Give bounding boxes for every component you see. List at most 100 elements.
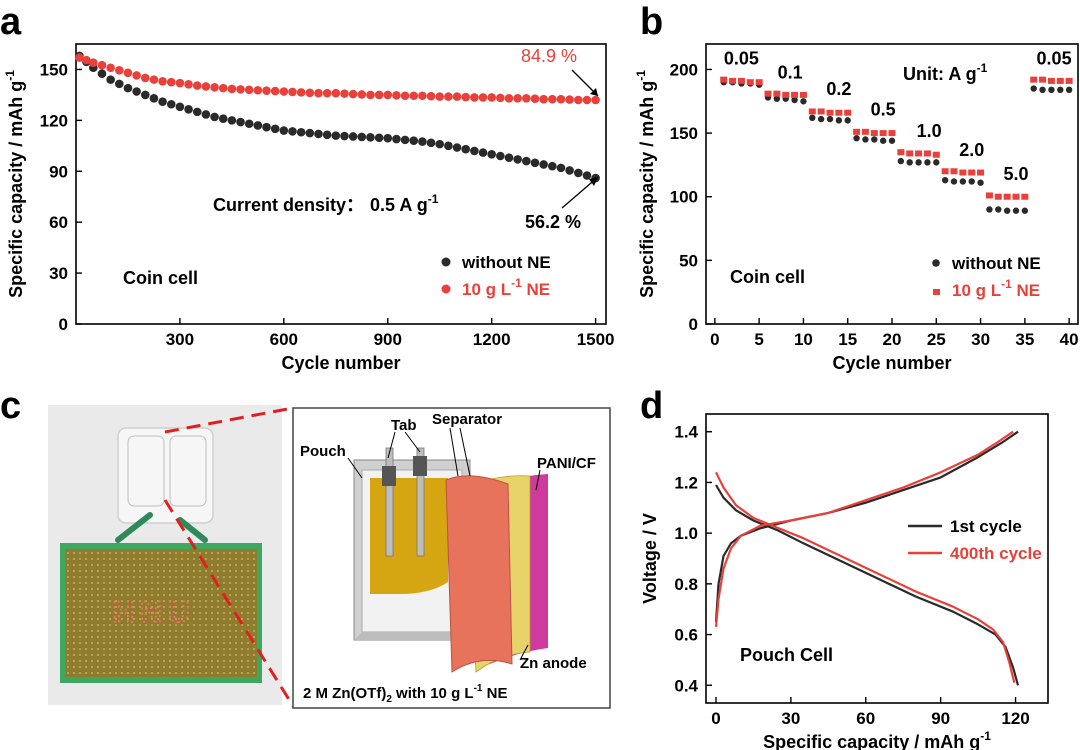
legend-label: 10 g L-1 NE (462, 276, 550, 299)
arrowhead-red (590, 88, 598, 96)
series-400th-discharge (715, 471, 1016, 683)
data-point-black (97, 69, 107, 78)
data-point-black (253, 121, 263, 130)
data-point-black (1065, 86, 1073, 94)
data-point-black (452, 143, 462, 152)
data-point-black (279, 126, 289, 135)
y-tick-label: 30 (49, 264, 68, 283)
data-point-black (879, 137, 887, 144)
data-point-black (132, 87, 141, 96)
data-point-red (175, 78, 185, 88)
data-point-red (227, 84, 237, 94)
data-point-red (149, 75, 159, 84)
data-point-black (262, 122, 271, 132)
y-tick-label: 150 (40, 60, 68, 79)
data-point-black (933, 159, 940, 166)
data-point-black (888, 137, 896, 144)
data-point-black (106, 75, 115, 84)
data-point-red (75, 53, 84, 62)
data-point-black (357, 132, 367, 142)
data-point-red (270, 86, 280, 96)
data-point-red (1047, 77, 1055, 84)
photo-pcb-holes (67, 552, 255, 674)
data-point-red (817, 108, 825, 115)
data-point-black (809, 114, 816, 122)
y-tick-label: 100 (670, 188, 698, 207)
rate-label: 0.1 (778, 62, 803, 82)
data-point-red (746, 79, 754, 86)
data-point-black (218, 114, 228, 123)
photo-wire-right (177, 517, 208, 543)
data-point-red (357, 90, 367, 99)
data-point-red (835, 109, 843, 116)
data-point-red (530, 94, 540, 104)
rate-label: 0.05 (724, 48, 759, 68)
data-point-black (959, 178, 967, 185)
x-tick-label: 120 (1001, 709, 1029, 728)
y-tick-label: 0 (689, 315, 698, 334)
data-point-red (392, 91, 401, 100)
data-point-black (522, 156, 531, 166)
y-axis-label: Voltage / V (640, 513, 660, 604)
pouch-cell-label: Pouch Cell (740, 645, 833, 665)
data-point-black (556, 163, 566, 173)
data-point-black (1030, 85, 1037, 92)
data-point-red (861, 128, 869, 135)
rate-label: 0.2 (826, 79, 851, 99)
x-tick-label: 300 (166, 330, 194, 349)
photo-pcb-board (60, 543, 262, 683)
current-density-label: Current density： 0.5 A g-1 (213, 192, 439, 215)
data-point-red (132, 71, 141, 80)
data-point-black (227, 116, 237, 125)
data-point-black (374, 133, 384, 143)
data-point-red (314, 88, 323, 98)
data-point-red (496, 93, 505, 103)
data-point-black (1003, 207, 1011, 214)
x-tick-label: 90 (931, 709, 950, 728)
data-point-red (923, 150, 931, 157)
x-tick-label: 30 (781, 709, 800, 728)
y-tick-label: 0.4 (674, 676, 698, 695)
data-point-red (1056, 77, 1064, 84)
data-point-red (941, 168, 949, 175)
chart-d: 0 30 60 90 120 0.4 0.6 0.8 1.0 1.2 1.4 Specific cap… (640, 413, 1049, 750)
data-point-black (513, 155, 522, 164)
data-point-black (539, 160, 548, 169)
data-point-black (348, 132, 358, 141)
rate-label: 0.05 (1037, 48, 1072, 68)
label-zn-anode: Zn anode (520, 655, 587, 672)
data-point-black (1048, 86, 1055, 94)
x-tick-label: 1200 (473, 330, 511, 349)
data-point-black (149, 94, 159, 103)
data-point-black (166, 99, 176, 109)
data-point-black (871, 136, 878, 143)
data-point-black (853, 134, 860, 142)
data-point-black (400, 135, 410, 145)
y-tick-label: 50 (679, 251, 698, 270)
legend-label: 400th cycle (950, 544, 1042, 563)
data-point-black (236, 117, 245, 127)
plot-frame (705, 413, 1049, 704)
data-point-red (444, 92, 453, 101)
data-point-black (201, 110, 211, 119)
data-point-red (1021, 193, 1029, 200)
data-point-red (799, 91, 807, 98)
data-point-black (968, 178, 975, 185)
photo-led-text: HNU (113, 596, 196, 629)
data-point-red (764, 90, 772, 97)
series-400th-charge (714, 430, 1014, 627)
data-point-black (835, 117, 843, 124)
data-point-black (773, 95, 781, 102)
x-axis-label: Cycle number (281, 353, 400, 373)
panel-label-d: d (640, 385, 663, 427)
data-point-red (548, 94, 557, 104)
data-point-red (844, 109, 852, 116)
data-point-red (487, 93, 496, 102)
data-point-black (140, 90, 150, 100)
x-axis-label: Cycle number (832, 353, 951, 373)
data-point-black (409, 136, 419, 146)
data-point-red (478, 93, 488, 102)
data-point-black (950, 178, 958, 185)
data-point-black (504, 153, 514, 162)
